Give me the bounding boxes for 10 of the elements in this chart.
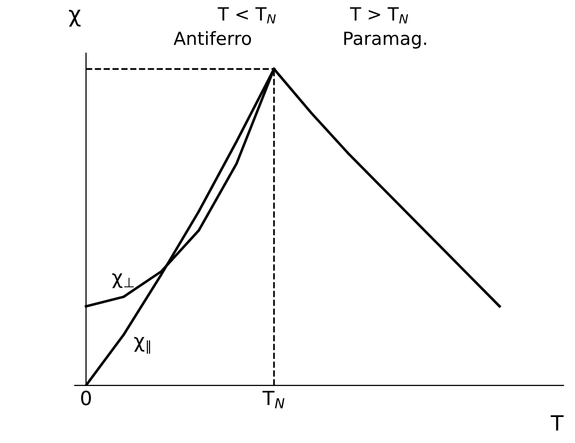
series-label: χ$_{⊥}$	[112, 273, 134, 288]
x-tick-label: 0	[81, 390, 91, 406]
text: Paramag.	[344, 32, 426, 49]
series-label: χ$_{∥}$	[134, 336, 150, 354]
y-axis-title: χ	[68, 10, 81, 27]
text: Antiferro	[174, 31, 252, 46]
x-tick-label: T$_{N}$	[262, 390, 284, 408]
x-axis-title: T	[550, 415, 564, 430]
text: T < T$_{N}$	[218, 7, 276, 24]
text: T > T$_{N}$	[350, 7, 408, 24]
